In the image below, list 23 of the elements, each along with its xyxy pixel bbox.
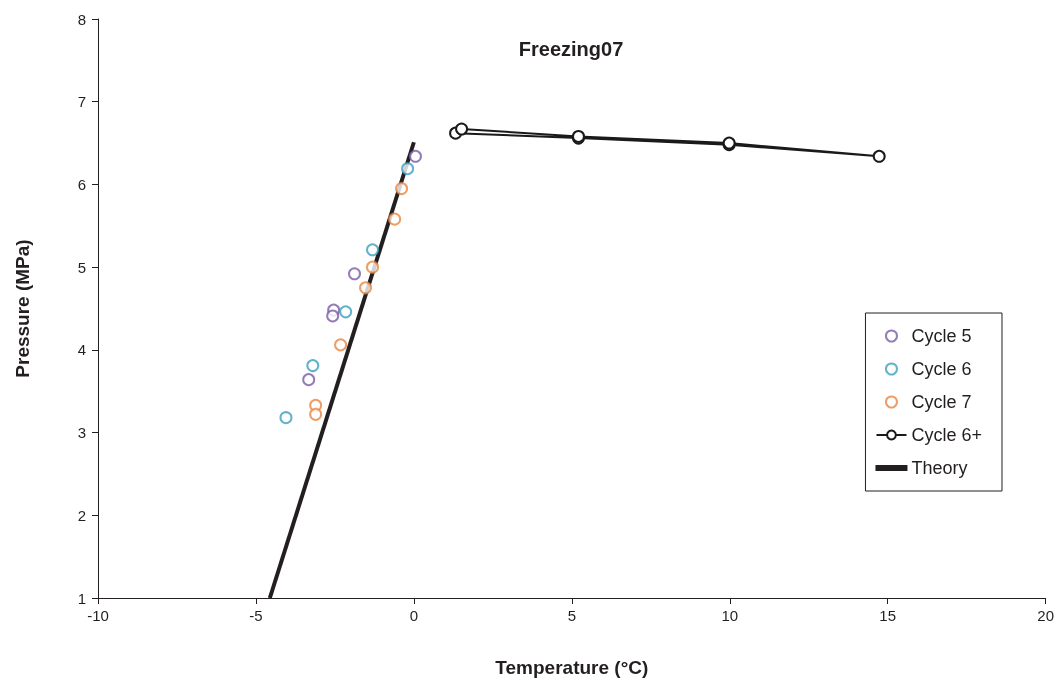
y-tick-label: 6 [77, 175, 86, 193]
x-tick-label: -5 [249, 607, 263, 624]
legend-label: Cycle 6 [911, 359, 972, 379]
y-tick-label: 5 [77, 258, 86, 276]
y-axis-title: Pressure (MPa) [12, 239, 33, 378]
legend-label: Theory [911, 458, 968, 478]
legend-label: Cycle 6+ [911, 425, 983, 445]
y-tick-label: 8 [77, 10, 86, 28]
legend-label: Cycle 5 [911, 326, 972, 346]
text: Freezing07 [518, 38, 624, 60]
x-tick-label: 10 [721, 607, 739, 624]
legend-label: Cycle 7 [911, 392, 972, 412]
x-tick-label: -10 [87, 607, 109, 624]
x-tick-label: 15 [879, 607, 897, 624]
y-tick-label: 3 [77, 424, 86, 442]
x-axis-title: Temperature (°C) [495, 657, 649, 678]
x-tick-label: 0 [409, 607, 419, 624]
y-tick-label: 4 [77, 341, 86, 359]
y-tick-label: 2 [77, 506, 86, 524]
y-tick-label: 7 [77, 93, 86, 111]
x-tick-label: 5 [567, 607, 576, 624]
x-tick-label: 20 [1037, 607, 1054, 624]
y-tick-label: 1 [77, 589, 86, 607]
